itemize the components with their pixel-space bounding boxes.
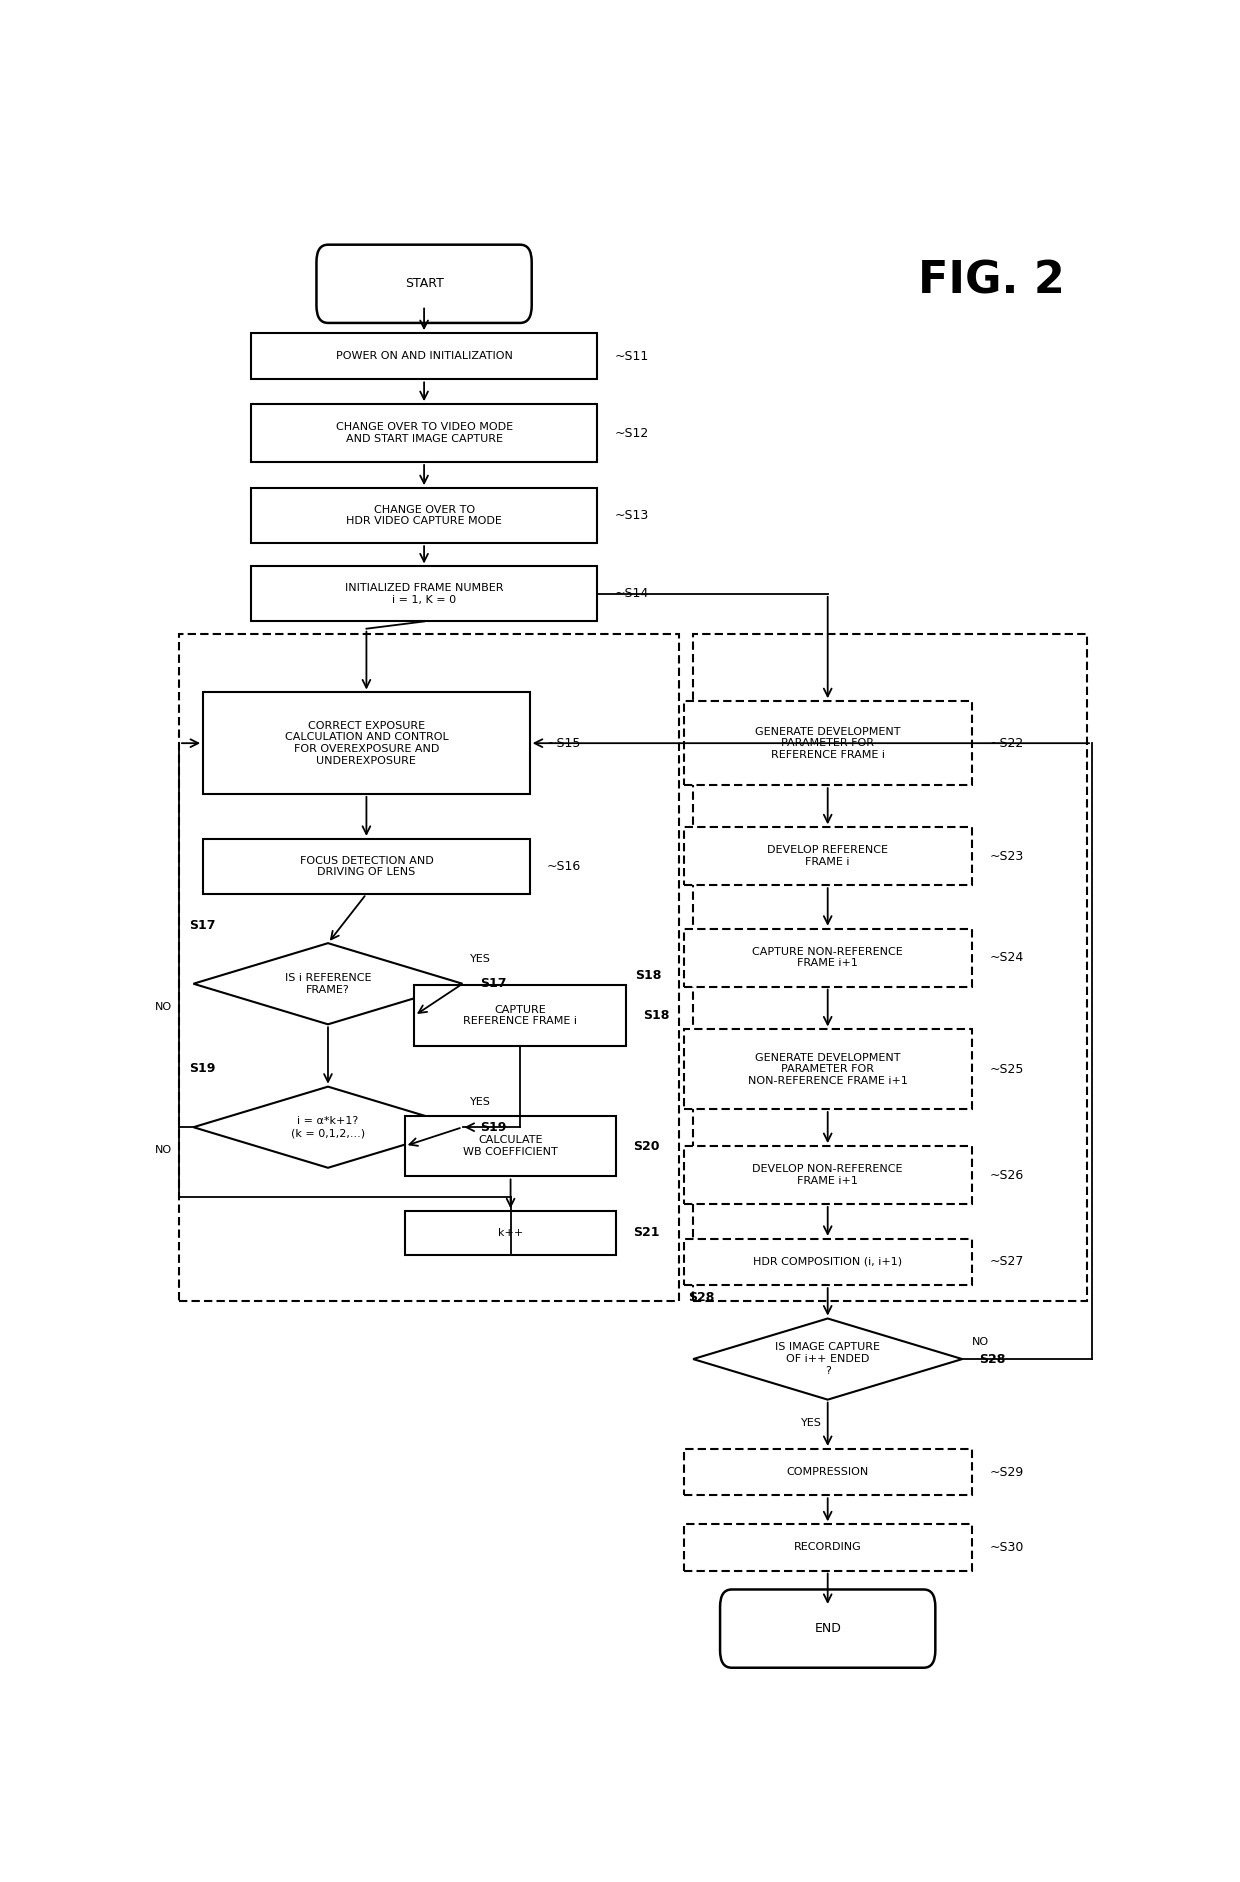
Text: FOCUS DETECTION AND
DRIVING OF LENS: FOCUS DETECTION AND DRIVING OF LENS	[300, 856, 433, 877]
Bar	[250, 566, 596, 621]
Text: ~S12: ~S12	[614, 427, 649, 440]
Text: INITIALIZED FRAME NUMBER
i = 1, K = 0: INITIALIZED FRAME NUMBER i = 1, K = 0	[345, 583, 503, 604]
Text: ~S29: ~S29	[990, 1466, 1023, 1479]
Bar	[250, 405, 596, 463]
Text: i = α*k+1?
(k = 0,1,2,...): i = α*k+1? (k = 0,1,2,...)	[291, 1116, 365, 1139]
Text: ~S30: ~S30	[990, 1541, 1023, 1555]
Bar	[414, 984, 626, 1046]
Text: S18: S18	[644, 1009, 670, 1022]
Text: ~S27: ~S27	[990, 1255, 1023, 1268]
Text: YES: YES	[470, 954, 491, 964]
Text: GENERATE DEVELOPMENT
PARAMETER FOR
REFERENCE FRAME i: GENERATE DEVELOPMENT PARAMETER FOR REFER…	[755, 726, 900, 760]
Text: ~S14: ~S14	[614, 587, 649, 600]
Text: COMPRESSION: COMPRESSION	[786, 1468, 869, 1477]
Text: CALCULATE
WB COEFFICIENT: CALCULATE WB COEFFICIENT	[464, 1135, 558, 1157]
Bar	[250, 487, 596, 544]
Text: IS i REFERENCE
FRAME?: IS i REFERENCE FRAME?	[285, 973, 371, 994]
Text: S28: S28	[688, 1291, 714, 1304]
Text: S20: S20	[634, 1139, 660, 1152]
Bar	[683, 1524, 972, 1571]
Text: DEVELOP REFERENCE
FRAME i: DEVELOP REFERENCE FRAME i	[768, 845, 888, 868]
Text: ~S26: ~S26	[990, 1169, 1023, 1182]
Bar	[683, 928, 972, 986]
Text: ~S11: ~S11	[614, 350, 649, 363]
Text: CHANGE OVER TO VIDEO MODE
AND START IMAGE CAPTURE: CHANGE OVER TO VIDEO MODE AND START IMAG…	[336, 422, 512, 444]
FancyBboxPatch shape	[720, 1590, 935, 1667]
Text: ~S22: ~S22	[990, 736, 1023, 749]
Text: CAPTURE NON-REFERENCE
FRAME i+1: CAPTURE NON-REFERENCE FRAME i+1	[753, 947, 903, 969]
Bar	[683, 702, 972, 785]
Text: IS IMAGE CAPTURE
OF i++ ENDED
?: IS IMAGE CAPTURE OF i++ ENDED ?	[775, 1342, 880, 1376]
FancyBboxPatch shape	[316, 245, 532, 324]
Bar	[683, 1029, 972, 1108]
Text: RECORDING: RECORDING	[794, 1543, 862, 1553]
Text: ~S24: ~S24	[990, 950, 1023, 964]
Bar	[693, 634, 1087, 1300]
Text: CORRECT EXPOSURE
CALCULATION AND CONTROL
FOR OVEREXPOSURE AND
UNDEREXPOSURE: CORRECT EXPOSURE CALCULATION AND CONTROL…	[284, 721, 449, 766]
Text: ~S16: ~S16	[547, 860, 582, 873]
Text: ~S25: ~S25	[990, 1063, 1023, 1077]
Text: ~S15: ~S15	[547, 736, 582, 749]
Text: S18: S18	[635, 969, 662, 982]
Polygon shape	[193, 943, 463, 1024]
Text: S19: S19	[480, 1120, 506, 1133]
Text: YES: YES	[801, 1417, 822, 1428]
Text: NO: NO	[155, 1001, 172, 1013]
Text: ~S13: ~S13	[614, 510, 649, 521]
Text: S17: S17	[188, 918, 215, 932]
Bar	[404, 1212, 616, 1255]
Text: S21: S21	[634, 1227, 660, 1240]
Bar	[683, 1146, 972, 1204]
Text: ~S23: ~S23	[990, 849, 1023, 862]
Text: END: END	[815, 1622, 841, 1635]
Text: S28: S28	[980, 1353, 1006, 1366]
Bar	[683, 1449, 972, 1496]
Bar	[203, 693, 529, 794]
Text: START: START	[404, 277, 444, 290]
Text: YES: YES	[470, 1097, 491, 1107]
Text: S17: S17	[480, 977, 506, 990]
Text: S19: S19	[188, 1061, 215, 1075]
Bar	[179, 634, 678, 1300]
Text: k++: k++	[498, 1227, 523, 1238]
Bar	[250, 333, 596, 380]
Text: NO: NO	[155, 1146, 172, 1156]
Text: NO: NO	[972, 1336, 990, 1348]
Text: DEVELOP NON-REFERENCE
FRAME i+1: DEVELOP NON-REFERENCE FRAME i+1	[753, 1165, 903, 1186]
Text: HDR COMPOSITION (i, i+1): HDR COMPOSITION (i, i+1)	[753, 1257, 903, 1267]
Bar	[683, 828, 972, 885]
Text: POWER ON AND INITIALIZATION: POWER ON AND INITIALIZATION	[336, 352, 512, 361]
Bar	[683, 1238, 972, 1285]
Text: FIG. 2: FIG. 2	[918, 260, 1064, 303]
Bar	[203, 839, 529, 894]
Text: CAPTURE
REFERENCE FRAME i: CAPTURE REFERENCE FRAME i	[464, 1005, 577, 1026]
Polygon shape	[693, 1319, 962, 1400]
Text: GENERATE DEVELOPMENT
PARAMETER FOR
NON-REFERENCE FRAME i+1: GENERATE DEVELOPMENT PARAMETER FOR NON-R…	[748, 1052, 908, 1086]
Bar	[404, 1116, 616, 1176]
Text: CHANGE OVER TO
HDR VIDEO CAPTURE MODE: CHANGE OVER TO HDR VIDEO CAPTURE MODE	[346, 504, 502, 527]
Polygon shape	[193, 1086, 463, 1167]
